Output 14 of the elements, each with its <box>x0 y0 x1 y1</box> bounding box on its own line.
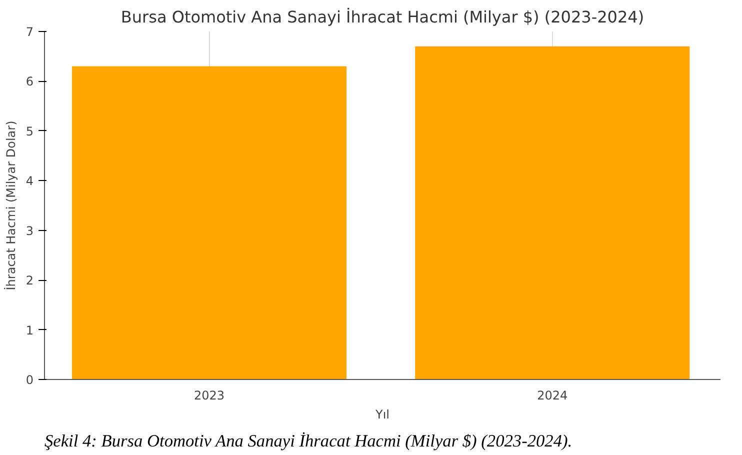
y-tick-label: 1 <box>26 323 34 338</box>
x-tick-label: 2024 <box>537 388 568 402</box>
y-tick-label: 5 <box>26 124 34 138</box>
chart-title: Bursa Otomotiv Ana Sanayi İhracat Hacmi (Milyar $) (2023-2024) <box>120 8 644 26</box>
text: Şekil 4: Bursa Otomotiv Ana Sanayi İhracat Hacmi (Milyar $) (2023-2024). <box>44 432 572 450</box>
y-tick-label: 0 <box>26 373 34 387</box>
y-tick-label: 6 <box>26 74 34 89</box>
y-tick-label: 7 <box>26 25 34 39</box>
y-tick-label: 4 <box>26 174 34 188</box>
x-tick-label: 2023 <box>194 388 224 402</box>
y-axis-title: İhracat Hacmi (Milyar Dolar) <box>4 120 18 290</box>
x-axis-title: Yıl <box>374 408 390 422</box>
y-tick-label: 2 <box>26 274 34 288</box>
y-tick-label: 3 <box>26 224 34 238</box>
